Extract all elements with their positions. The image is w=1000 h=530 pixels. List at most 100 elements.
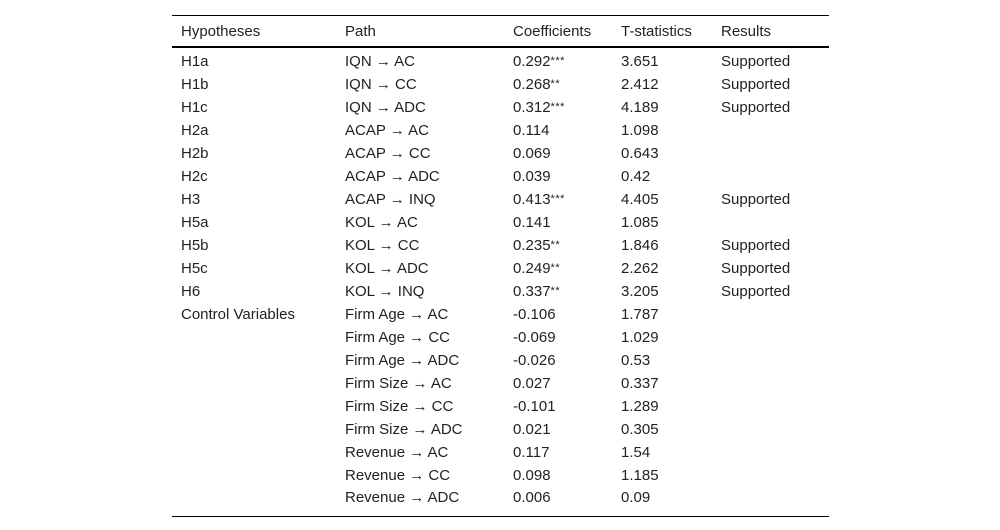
cell-coefficient: 0.235** (504, 234, 612, 257)
cell-t-statistic-text: 1.787 (621, 306, 659, 323)
cell-coefficient: 0.413*** (504, 188, 612, 211)
cell-hypothesis (172, 326, 336, 349)
hypothesis-results-table: Hypotheses Path Coefficients T-statistic… (172, 15, 829, 517)
cell-hypothesis: H2a (172, 119, 336, 142)
cell-t-statistic: 1.029 (612, 326, 712, 349)
cell-coefficient: 0.337** (504, 280, 612, 303)
cell-t-statistic: 0.09 (612, 487, 712, 517)
cell-path-text: Firm Age → ADC (345, 352, 460, 369)
header-t-statistics: T-statistics (621, 22, 692, 40)
cell-coefficient-text: -0.106 (513, 306, 556, 323)
cell-hypothesis: H3 (172, 188, 336, 211)
cell-t-statistic: 0.53 (612, 349, 712, 372)
cell-coefficient-text: 0.098 (513, 467, 551, 484)
cell-hypothesis-text: H2a (181, 122, 209, 139)
cell-t-statistic: 1.098 (612, 119, 712, 142)
cell-hypothesis: H2b (172, 142, 336, 165)
cell-path-text: Firm Size → AC (345, 375, 452, 392)
cell-path-text: KOL → INQ (345, 283, 425, 300)
cell-path: Firm Size → ADC (336, 418, 504, 441)
cell-coefficient: 0.249** (504, 257, 612, 280)
table-row: H1c IQN → ADC 0.312*** 4.189 Supported (172, 96, 829, 119)
cell-result: Supported (712, 188, 829, 211)
cell-path-text: KOL → CC (345, 237, 420, 254)
table-row: H1b IQN → CC 0.268** 2.412 Supported (172, 73, 829, 96)
cell-result-text: Supported (721, 99, 791, 116)
cell-path: KOL → ADC (336, 257, 504, 280)
cell-hypothesis: H1a (172, 47, 336, 73)
cell-path-text: IQN → ADC (345, 99, 426, 116)
cell-hypothesis: Control Variables (172, 303, 336, 326)
cell-hypothesis (172, 441, 336, 464)
significance-marker: ** (550, 78, 561, 90)
cell-t-statistic: 1.54 (612, 441, 712, 464)
cell-path-text: Revenue → ADC (345, 489, 460, 506)
cell-t-statistic-text: 3.205 (621, 283, 659, 300)
cell-t-statistic: 1.085 (612, 211, 712, 234)
cell-path: KOL → AC (336, 211, 504, 234)
cell-hypothesis (172, 372, 336, 395)
cell-t-statistic-text: 1.289 (621, 398, 659, 415)
header-results: Results (721, 22, 772, 40)
cell-result (712, 441, 829, 464)
cell-coefficient: 0.021 (504, 418, 612, 441)
table-row: H5c KOL → ADC 0.249** 2.262 Supported (172, 257, 829, 280)
cell-t-statistic-text: 2.412 (621, 76, 659, 93)
cell-coefficient: 0.069 (504, 142, 612, 165)
cell-coefficient: -0.026 (504, 349, 612, 372)
cell-coefficient-text: 0.292 (513, 53, 551, 70)
cell-coefficient: 0.312*** (504, 96, 612, 119)
cell-t-statistic-text: 1.54 (621, 444, 651, 461)
cell-hypothesis-text: H1a (181, 53, 209, 70)
table-row: Firm Age → CC -0.069 1.029 (172, 326, 829, 349)
cell-path-text: ACAP → CC (345, 145, 431, 162)
table-row: H2c ACAP → ADC 0.039 0.42 (172, 165, 829, 188)
header-row: Hypotheses Path Coefficients T-statistic… (172, 15, 829, 47)
cell-path: Revenue → ADC (336, 487, 504, 517)
cell-path: KOL → CC (336, 234, 504, 257)
cell-path-text: KOL → ADC (345, 260, 429, 277)
cell-path-text: Revenue → AC (345, 444, 449, 461)
cell-t-statistic: 0.337 (612, 372, 712, 395)
cell-coefficient: 0.098 (504, 464, 612, 487)
cell-coefficient-text: -0.101 (513, 398, 556, 415)
cell-t-statistic: 0.305 (612, 418, 712, 441)
cell-coefficient: -0.069 (504, 326, 612, 349)
cell-path-text: Firm Size → ADC (345, 421, 463, 438)
cell-coefficient-text: 0.235 (513, 237, 551, 254)
cell-path-text: ACAP → INQ (345, 191, 436, 208)
cell-coefficient-text: 0.114 (513, 122, 550, 139)
cell-hypothesis (172, 418, 336, 441)
cell-result (712, 372, 829, 395)
cell-path-text: Revenue → CC (345, 467, 451, 484)
cell-hypothesis: H5a (172, 211, 336, 234)
cell-coefficient-text: 0.021 (513, 421, 551, 438)
cell-hypothesis: H2c (172, 165, 336, 188)
cell-coefficient: 0.268** (504, 73, 612, 96)
cell-t-statistic-text: 1.029 (621, 329, 659, 346)
cell-result (712, 418, 829, 441)
cell-result (712, 464, 829, 487)
cell-t-statistic: 1.289 (612, 395, 712, 418)
cell-hypothesis-text: H1b (181, 76, 209, 93)
cell-coefficient-text: 0.117 (513, 444, 550, 461)
cell-t-statistic: 0.643 (612, 142, 712, 165)
cell-hypothesis-text: H2c (181, 168, 208, 185)
table-row: H1a IQN → AC 0.292*** 3.651 Supported (172, 47, 829, 73)
cell-coefficient: -0.101 (504, 395, 612, 418)
cell-coefficient: -0.106 (504, 303, 612, 326)
cell-t-statistic: 4.405 (612, 188, 712, 211)
cell-t-statistic-text: 1.846 (621, 237, 659, 254)
cell-path: ACAP → AC (336, 119, 504, 142)
header-path: Path (345, 22, 376, 40)
cell-path-text: IQN → CC (345, 76, 417, 93)
cell-t-statistic: 1.846 (612, 234, 712, 257)
cell-coefficient: 0.117 (504, 441, 612, 464)
cell-hypothesis (172, 395, 336, 418)
cell-result (712, 119, 829, 142)
cell-path-text: ACAP → ADC (345, 168, 440, 185)
cell-t-statistic: 3.205 (612, 280, 712, 303)
cell-path-text: KOL → AC (345, 214, 418, 231)
cell-hypothesis-text: H5a (181, 214, 209, 231)
table-row: H5a KOL → AC 0.141 1.085 (172, 211, 829, 234)
